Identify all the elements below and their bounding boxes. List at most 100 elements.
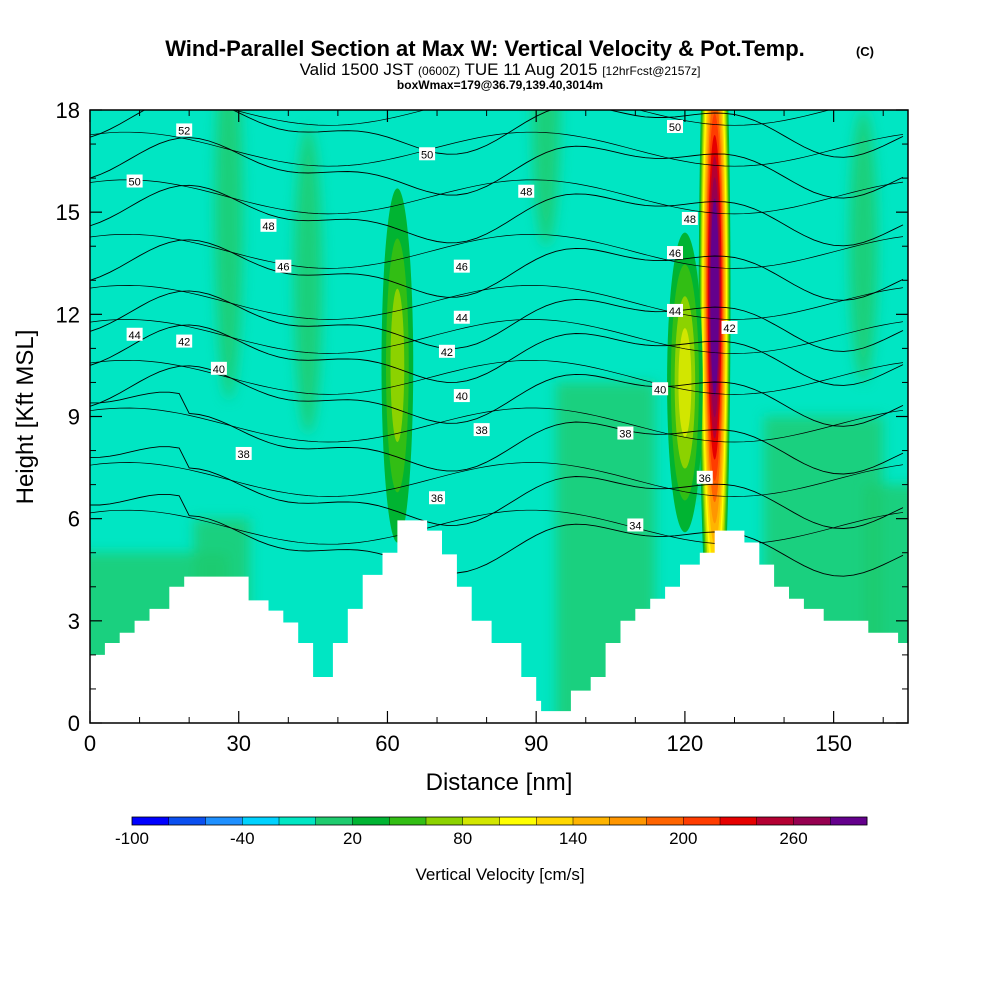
contour-label-box [453,259,470,273]
contour-label-box [176,334,193,348]
colorbar-swatch [499,817,537,825]
subtitle-valid: Valid 1500 JST [300,60,414,79]
isentrope-line [90,290,904,352]
contour-label: 46 [669,248,681,260]
colorbar-label: Vertical Velocity [cm/s] [415,865,584,884]
contour-label-box [681,211,698,225]
isentrope-line [90,110,904,158]
contour-label-box [617,426,634,440]
y-tick-label: 12 [56,302,80,327]
isentrope-line [90,446,904,529]
colorbar-tick-label: 20 [343,829,362,848]
y-tick-label: 9 [68,405,80,430]
contour-label-box [126,174,143,188]
y-tick-label: 6 [68,507,80,532]
contour-label: 40 [213,364,225,376]
isentrope-line [90,319,904,354]
contour-label-box [666,246,683,260]
colorbar: -100 -40 20 80 140 200 260 [115,816,868,848]
x-tick-label: 120 [667,731,704,756]
contour-label: 42 [178,337,190,349]
contour-label-box [696,470,713,484]
colorbar-tick-label: -100 [115,829,149,848]
colorbar-swatch [426,817,464,825]
contour-label-box [438,344,455,358]
isentrope-line [90,131,904,167]
contour-label-box [176,123,193,137]
x-tick-label: 60 [375,731,399,756]
contour-label-box [518,184,535,198]
isentrope-line [90,137,904,199]
isentrope-lines [90,110,904,577]
contour-labels: 52 50 50 50 48 48 48 46 46 46 44 44 44 42 42 42 40 40 40 38… [126,120,738,532]
subtitle-date: TUE 11 Aug 2015 [465,60,598,79]
colorbar-tick-label: -40 [230,829,255,848]
plot-area: 52 50 50 50 48 48 48 46 46 46 44 44 44 42 42 42 40 40 40 38… [90,110,908,723]
contour-label-box [453,389,470,403]
x-tick-label: 30 [226,731,250,756]
contour-label-box [473,423,490,437]
contour-label: 42 [723,323,735,335]
contour-label: 48 [262,221,274,233]
updraft-core [678,328,692,437]
contour-label: 48 [684,214,696,226]
isentrope-line [90,407,904,443]
contour-label: 50 [421,149,433,161]
colorbar-swatch [462,817,500,825]
contour-label-box [666,120,683,134]
isentrope-line [90,493,904,577]
x-axis: 0 30 60 90 120 150 [84,110,884,756]
contour-label-box [652,382,669,396]
contour-label-box [429,491,446,505]
contour-label: 38 [619,429,631,441]
isentrope-line [90,365,904,427]
isentrope-line [90,233,904,269]
contour-label: 40 [456,391,468,403]
colorbar-tick-label: 140 [559,829,587,848]
y-tick-label: 3 [68,609,80,634]
contour-label-box [419,147,436,161]
colorbar-swatch [242,817,280,825]
isentrope-line [90,324,904,386]
colorbar-swatch [536,817,574,825]
y-axis-label: Height [Kft MSL] [12,330,39,505]
chart-title: Wind-Parallel Section at Max W: Vertical… [165,36,805,61]
contour-label: 40 [654,384,666,396]
field-band [532,110,561,247]
contour-label: 50 [128,177,140,189]
colorbar-swatch [830,817,868,825]
chart-subtitle: Valid 1500 JST (0600Z) TUE 11 Aug 2015 [… [300,60,701,79]
terrain [90,520,908,723]
contour-label: 38 [476,425,488,437]
contour-label: 46 [456,262,468,274]
x-axis-label: Distance [nm] [426,769,573,796]
y-tick-label: 0 [68,711,80,736]
y-tick-label: 18 [56,98,80,123]
isentrope-line [233,110,831,126]
isentrope-line [90,239,904,301]
x-tick-label: 0 [84,731,96,756]
y-tick-label: 15 [56,200,80,225]
updraft-core [390,288,405,443]
contour-label: 44 [128,330,140,342]
colorbar-swatch [756,817,794,825]
colorbar-swatch [315,817,353,825]
subtitle-z: (0600Z) [418,64,460,78]
colorbar-swatch [389,817,427,825]
contour-label-box [126,327,143,341]
colorbar-swatch [793,817,831,825]
colorbar-tick-label: 80 [453,829,472,848]
contour-label: 50 [669,122,681,134]
isentrope-line [90,359,904,395]
y-axis: 0 3 6 9 12 15 18 [56,98,908,736]
isentrope-line [90,184,904,247]
colorbar-tick-label: 200 [669,829,697,848]
colorbar-swatch [683,817,721,825]
field-band [294,127,323,434]
field-band [849,110,878,383]
contour-label: 44 [456,313,468,325]
contour-label-box [453,310,470,324]
contour-label-box [627,518,644,532]
colorbar-swatch [720,817,758,825]
